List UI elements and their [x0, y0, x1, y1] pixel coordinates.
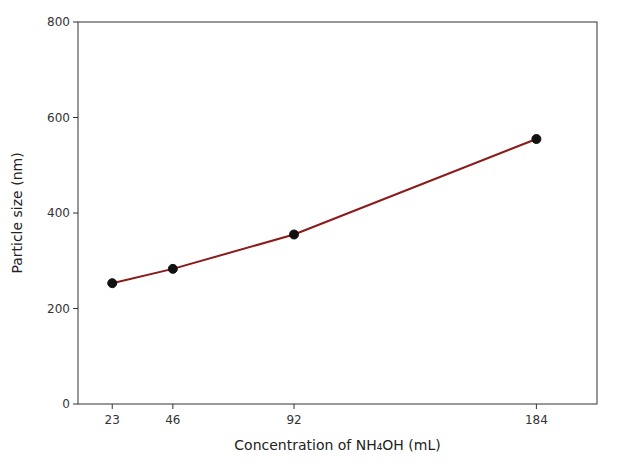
x-tick-label: 184	[525, 413, 548, 427]
data-point	[108, 279, 117, 288]
y-tick-label: 800	[47, 15, 70, 29]
data-point	[532, 134, 541, 143]
data-point	[290, 230, 299, 239]
x-tick	[172, 404, 173, 409]
y-tick	[73, 404, 78, 405]
x-tick-label: 46	[165, 413, 180, 427]
y-tick	[73, 117, 78, 118]
x-tick	[294, 404, 295, 409]
x-axis-label: Concentration of NH₄OH (mL)	[234, 437, 440, 453]
y-tick-label: 0	[62, 397, 70, 411]
data-point	[168, 264, 177, 273]
y-tick-label: 600	[47, 111, 70, 125]
data-line	[112, 139, 536, 283]
y-tick	[73, 213, 78, 214]
x-tick-label: 92	[286, 413, 301, 427]
y-tick	[73, 308, 78, 309]
y-tick-label: 400	[47, 206, 70, 220]
x-axis: 23 46 92 184	[105, 404, 548, 427]
plot-data	[108, 134, 541, 287]
x-tick-label: 23	[105, 413, 120, 427]
chart-svg: 23 46 92 184 0 200 400 600 800 Concentration of N…	[0, 0, 621, 468]
y-axis-label: Particle size (nm)	[9, 152, 25, 273]
y-tick-label: 200	[47, 302, 70, 316]
chart-container: 23 46 92 184 0 200 400 600 800 Concentration of N…	[0, 0, 621, 468]
x-tick	[536, 404, 537, 409]
y-axis: 0 200 400 600 800	[47, 15, 78, 411]
x-tick	[112, 404, 113, 409]
plot-frame	[78, 22, 597, 404]
y-tick	[73, 22, 78, 23]
